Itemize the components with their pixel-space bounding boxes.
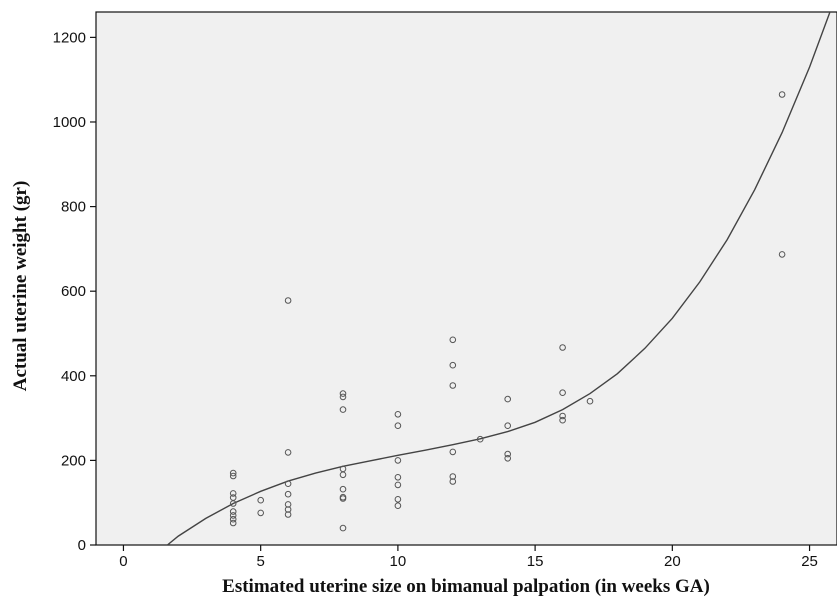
data-point	[339, 471, 347, 479]
data-point	[257, 509, 265, 517]
data-point	[339, 485, 347, 493]
data-point	[394, 411, 402, 418]
data-point	[339, 406, 347, 413]
y-tick-label: 1200	[53, 29, 86, 46]
data-point	[229, 472, 237, 480]
y-axis-title: Actual uterine weight (gr)	[10, 181, 31, 392]
fit-curve	[166, 12, 831, 545]
data-point	[476, 435, 484, 443]
data-point	[394, 481, 402, 489]
data-point	[559, 344, 566, 351]
data-point	[339, 524, 347, 532]
data-point	[449, 478, 457, 485]
y-tick-label: 200	[61, 452, 86, 469]
x-tick-label: 5	[256, 553, 264, 570]
data-point	[284, 490, 292, 498]
data-point	[284, 511, 292, 518]
data-point	[504, 422, 512, 430]
data-point	[284, 449, 292, 456]
data-point	[229, 512, 237, 519]
x-tick-label: 20	[664, 553, 681, 570]
data-point	[559, 416, 566, 424]
data-point	[229, 515, 237, 523]
data-point	[229, 469, 237, 477]
data-point	[339, 393, 347, 401]
data-point	[449, 473, 457, 480]
x-tick-label: 25	[801, 553, 818, 570]
data-point	[394, 457, 402, 464]
plot-area	[95, 11, 837, 546]
data-point	[284, 501, 292, 508]
x-axis-title: Estimated uterine size on bimanual palpa…	[222, 576, 710, 597]
data-point	[504, 395, 512, 403]
x-tick-label: 15	[527, 553, 544, 570]
data-point	[586, 397, 594, 405]
data-point	[229, 500, 237, 507]
data-point	[284, 506, 292, 513]
data-point	[339, 390, 347, 397]
y-tick-label: 600	[61, 283, 86, 300]
data-point	[449, 382, 457, 389]
y-tick-label: 1000	[53, 114, 86, 131]
data-point	[229, 519, 237, 527]
x-tick-label: 10	[390, 553, 407, 570]
data-point	[394, 422, 402, 430]
x-tick-label: 0	[119, 553, 127, 570]
data-point	[339, 495, 347, 502]
data-point	[778, 251, 786, 258]
data-point	[284, 297, 292, 304]
data-point	[394, 502, 402, 510]
data-point	[229, 490, 237, 497]
data-point	[504, 450, 512, 458]
data-point	[449, 448, 457, 456]
data-point	[449, 336, 457, 344]
y-tick-label: 800	[61, 199, 86, 216]
y-tick-label: 400	[61, 368, 86, 385]
data-point	[394, 474, 402, 481]
data-point	[559, 412, 566, 420]
data-point	[229, 508, 237, 515]
data-point	[778, 91, 786, 98]
data-point	[559, 389, 566, 397]
data-point	[449, 361, 457, 369]
data-point	[394, 496, 402, 503]
data-point	[504, 455, 512, 462]
y-tick-label: 0	[78, 537, 86, 554]
data-point	[257, 496, 265, 504]
data-point	[284, 480, 292, 488]
